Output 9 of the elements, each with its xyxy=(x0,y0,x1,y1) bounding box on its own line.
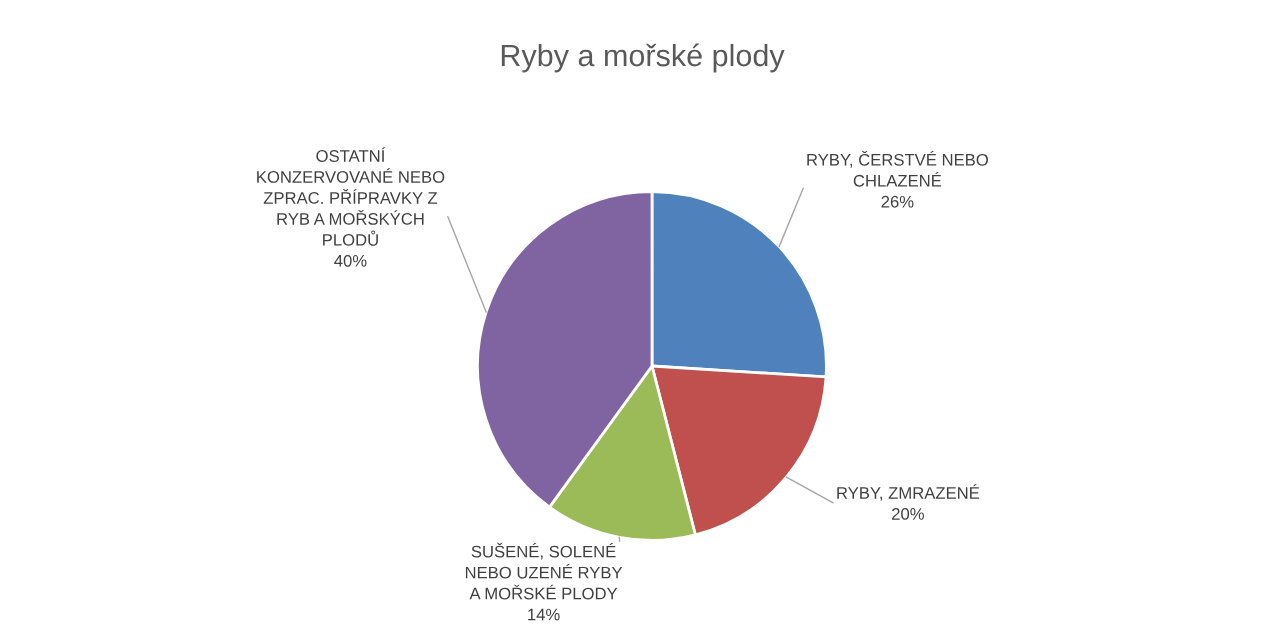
data-label: 14% xyxy=(528,608,560,621)
data-label: 40% xyxy=(334,254,367,267)
slice-label: OSTATNÍ KONZERVOVANÉ NEBO ZPRAC. PŘÍPRAVKY Z RYB A MOŘSKÝCH PLODŮ xyxy=(257,147,445,246)
slice-label: RYBY, ČERSTVÉ NEBO CHLAZENÉ xyxy=(807,150,988,187)
slice-label: SUŠENÉ, SOLENÉ NEBO UZENÉ RYBY A MOŘSKÉ PLODY xyxy=(465,542,623,600)
data-label: 20% xyxy=(892,507,924,520)
chart-title: Ryby a mořské plody xyxy=(501,43,785,73)
data-label: 26% xyxy=(881,195,914,208)
slice-label: RYBY, ZMRAZENÉ xyxy=(837,484,980,501)
